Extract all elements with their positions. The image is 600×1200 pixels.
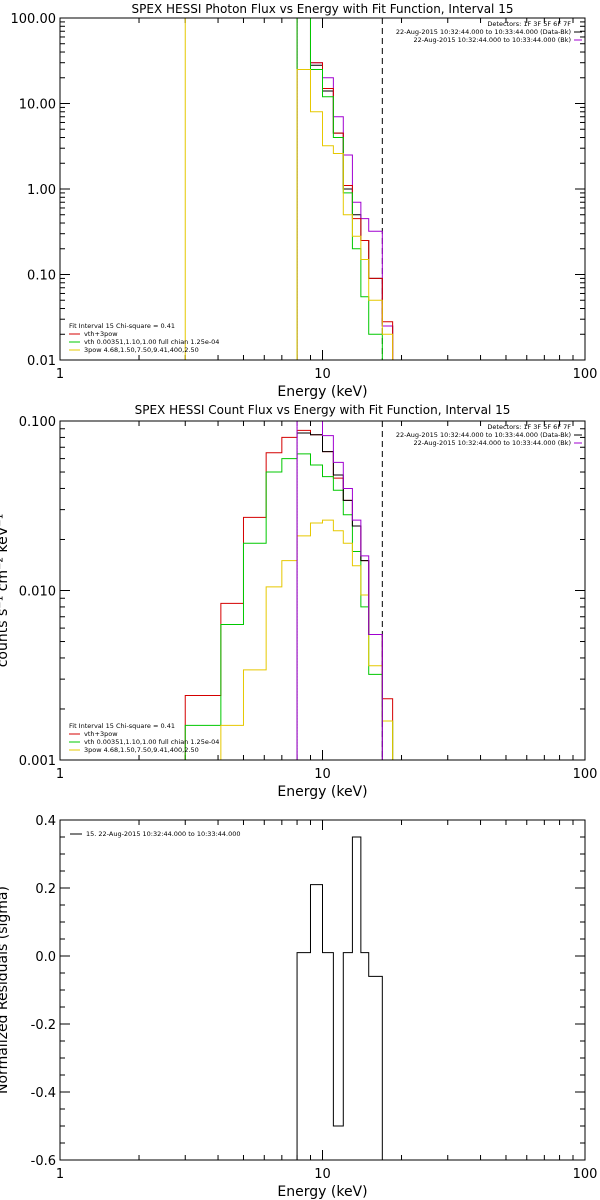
header-line: 22-Aug-2015 10:32:44.000 to 10:33:44.000… [396,28,571,36]
x-tick-label: 10 [314,767,331,782]
plot-frame [59,819,586,1161]
plot-frame [59,17,586,361]
y-tick-label: -0.6 [31,1154,56,1169]
legend-entry: 3pow 4.68,1.50,7.50,9.41,400,2.50 [84,346,199,354]
x-tick-label: 1 [56,1167,64,1182]
y-tick-label: 10.00 [19,98,56,113]
y-tick-label: 0.2 [35,882,56,897]
legend-entry: vth 0.00351,1.10,1.00 full chian 1.25e-0… [84,338,219,346]
legend-title: Fit Interval 15 Chi-square = 0.41 [69,322,175,330]
series-line-bk [296,421,383,760]
plot-frame [59,420,586,761]
header-line: Detectors: 1F 3F 5F 6F 7F [487,423,571,431]
header-line: Detectors: 1F 3F 5F 6F 7F [487,20,571,28]
series-line-vth-3pow [184,429,394,760]
chart-panel-3: 1 10 100 Energy (keV) 0.4 0.2 0.0 -0.2 -0.4 -0.6 N… [0,814,597,1200]
legend-title: Fit Interval 15 Chi-square = 0.41 [69,722,175,730]
y-tick-label: 0.100 [19,415,56,430]
header-line: 22-Aug-2015 10:32:44.000 to 10:33:44.000… [414,36,571,44]
legend-entry: vth+3pow [84,330,118,338]
header-line: 22-Aug-2015 10:32:44.000 to 10:33:44.000… [414,439,571,447]
y-tick-label: 0.4 [35,814,56,829]
x-tick-label: 1 [56,767,64,782]
series-line-3pow [296,68,403,360]
legend-entry: vth 0.00351,1.10,1.00 full chian 1.25e-0… [84,738,219,746]
x-axis-label: Energy (keV) [277,784,367,800]
chart-panel-1: SPEX HESSI Photon Flux vs Energy with Fi… [11,2,598,400]
y-tick-label: 0.001 [19,754,56,769]
header-line: 22-Aug-2015 10:32:44.000 to 10:33:44.000… [396,431,571,439]
plot-area [184,421,394,760]
x-tick-label: 10 [314,367,331,382]
x-tick-label: 1 [56,367,64,382]
plot-area [184,18,403,360]
x-tick-label: 100 [573,367,598,382]
plot-area [296,836,383,1160]
y-tick-label: -0.2 [31,1018,56,1033]
y-axis-label: Normalized Residuals (sigma) [0,886,11,1094]
y-axis-label: counts s⁻¹ cm⁻² keV⁻¹ [0,514,11,668]
legend-entry: vth+3pow [84,730,118,738]
y-tick-label: -0.4 [31,1086,56,1101]
chart-title: SPEX HESSI Count Flux vs Energy with Fit… [135,403,511,417]
x-axis-label: Energy (keV) [277,1184,367,1200]
chart-panel-2: SPEX HESSI Count Flux vs Energy with Fit… [0,403,598,800]
legend-entry: 15. 22-Aug-2015 10:32:44.000 to 10:33:44… [86,830,241,838]
series-line-data-bk [296,432,383,760]
y-tick-label: 100.00 [11,12,57,27]
series-line-vth [296,18,403,360]
y-tick-label: 0.10 [27,269,56,284]
y-tick-label: 0.0 [35,950,56,965]
y-tick-label: 0.010 [19,585,56,600]
x-axis-label: Energy (keV) [277,384,367,400]
x-tick-label: 100 [573,767,598,782]
x-tick-label: 100 [573,1167,598,1182]
series-line-residuals [296,836,383,1160]
chart-title: SPEX HESSI Photon Flux vs Energy with Fi… [132,2,514,16]
series-line-3pow [184,519,394,760]
y-tick-label: 1.00 [27,183,56,198]
y-tick-label: 0.01 [27,354,56,369]
series-line-vth [184,453,394,760]
x-tick-label: 10 [314,1167,331,1182]
legend-entry: 3pow 4.68,1.50,7.50,9.41,400,2.50 [84,746,199,754]
